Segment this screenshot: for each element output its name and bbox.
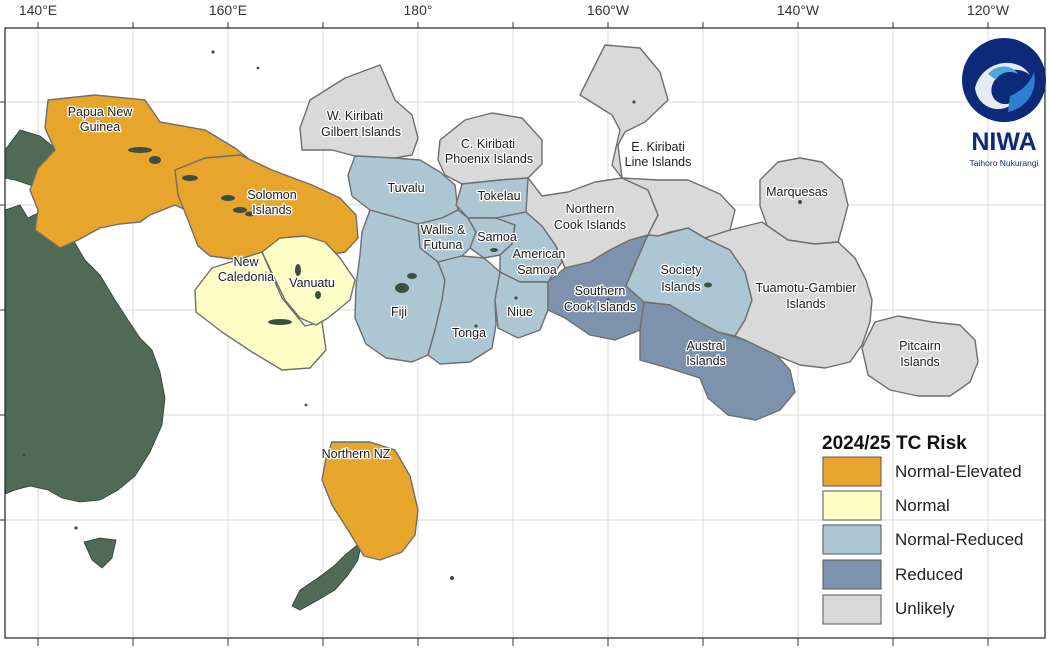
legend-title: 2024/25 TC Risk	[822, 433, 967, 454]
legend-label-normal-elevated: Normal-Elevated	[895, 462, 1022, 481]
label-wallis: Wallis & Futuna	[421, 223, 466, 252]
tasmania-land	[83, 537, 117, 569]
region-ekiribati[interactable]	[579, 44, 736, 239]
south-island-nz	[291, 538, 363, 611]
label-samoa: Samoa	[477, 230, 517, 244]
risk-regions	[29, 44, 979, 561]
label-nnz: Northern NZ	[322, 447, 391, 461]
label-ekiribati: E. Kiribati Line Islands	[625, 140, 692, 169]
legend-swatch-normal	[822, 490, 882, 521]
label-png: Papua New Guinea	[68, 105, 134, 134]
region-vanuatu[interactable]	[261, 235, 356, 326]
label-tuvalu: Tuvalu	[387, 181, 424, 195]
lon-label-160e: 160°E	[209, 2, 247, 18]
label-wkiribati: W. Kiribati Gilbert Islands	[321, 109, 401, 139]
legend-label-normal: Normal	[895, 496, 950, 515]
lon-label-180: 180°	[404, 2, 433, 18]
label-pitcairn: Pitcairn Islands	[899, 339, 941, 369]
label-amsamoa: American Samoa	[513, 247, 566, 277]
label-ckiribati: C. Kiribati Phoenix Islands	[445, 137, 533, 166]
label-tuamotu: Tuamotu-Gambier Islands	[756, 281, 857, 311]
label-niue: Niue	[507, 305, 533, 319]
legend: 2024/25 TC Risk Normal-Elevated Normal N…	[822, 433, 1024, 625]
region-niue[interactable]	[494, 271, 549, 339]
label-vanuatu: Vanuatu	[289, 276, 335, 290]
region-nnz[interactable]	[321, 441, 419, 561]
label-austral: Austral Islands	[686, 339, 726, 368]
lon-label-140e: 140°E	[19, 2, 57, 18]
label-tonga: Tonga	[452, 326, 486, 340]
longitude-axis: 140°E 160°E 180° 160°W 140°W 120°W	[19, 2, 1010, 18]
region-tonga[interactable]	[427, 255, 501, 365]
island-features	[22, 50, 934, 580]
legend-swatch-reduced	[822, 559, 882, 590]
niwa-logo: NIWA Taihoro Nukurangi	[962, 38, 1046, 168]
legend-label-reduced: Reduced	[895, 565, 963, 584]
label-solomon: Solomon Islands	[247, 188, 296, 217]
lon-label-120w: 120°W	[967, 2, 1010, 18]
region-labels: Papua New Guinea Solomon Islands Vanuatu N…	[66, 104, 942, 463]
logo-name: NIWA	[971, 128, 1036, 156]
label-scook: Southern Cook Islands	[564, 284, 636, 314]
lon-label-160w: 160°W	[587, 2, 630, 18]
label-ncook: Northern Cook Islands	[554, 202, 626, 232]
label-fiji: Fiji	[391, 305, 407, 319]
legend-swatch-unlikely	[822, 594, 882, 625]
label-tokelau: Tokelau	[477, 189, 520, 203]
legend-swatch-normal-reduced	[822, 524, 882, 555]
region-tuamotu[interactable]	[704, 221, 873, 369]
legend-swatch-normal-elevated	[822, 456, 882, 487]
label-society: Society Islands	[661, 263, 703, 294]
legend-label-normal-reduced: Normal-Reduced	[895, 530, 1024, 549]
region-newcal[interactable]	[194, 251, 327, 371]
region-wkiribati[interactable]	[299, 64, 419, 159]
australia-land	[4, 204, 166, 503]
logo-tagline: Taihoro Nukurangi	[970, 158, 1039, 168]
lon-label-140w: 140°W	[777, 2, 820, 18]
legend-label-unlikely: Unlikely	[895, 599, 955, 618]
map-frame	[0, 22, 1046, 646]
region-pitcairn[interactable]	[861, 315, 979, 397]
region-ckiribati[interactable]	[437, 112, 543, 185]
label-newcal: New Caledonia	[218, 255, 274, 284]
label-marquesas: Marquesas	[766, 185, 828, 199]
region-austral[interactable]	[639, 301, 796, 421]
